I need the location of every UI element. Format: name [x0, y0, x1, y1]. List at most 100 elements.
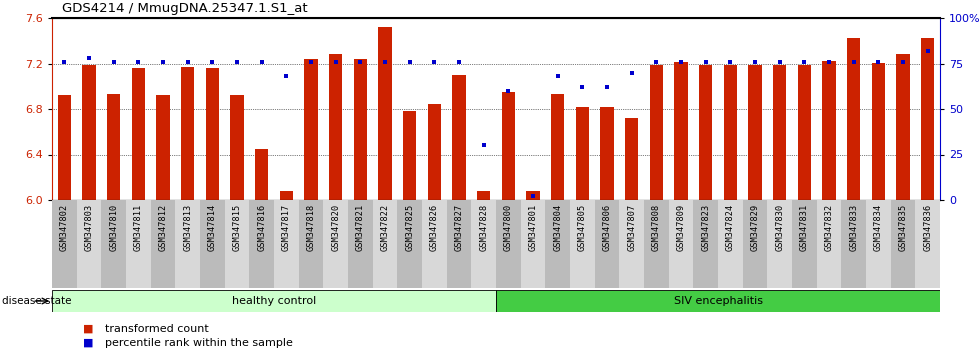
- Bar: [502, 92, 515, 200]
- Bar: [668, 200, 693, 288]
- Point: [920, 48, 936, 53]
- Text: GSM347816: GSM347816: [257, 204, 267, 251]
- Text: GSM347807: GSM347807: [627, 204, 636, 251]
- Bar: [650, 65, 663, 200]
- Bar: [378, 27, 392, 200]
- Bar: [304, 59, 318, 200]
- Bar: [101, 200, 126, 288]
- Text: GSM347800: GSM347800: [504, 204, 513, 251]
- Text: GSM347803: GSM347803: [84, 204, 93, 251]
- Bar: [354, 59, 368, 200]
- Point: [624, 70, 640, 75]
- Point: [377, 59, 393, 64]
- Point: [797, 59, 812, 64]
- Text: GSM347832: GSM347832: [824, 204, 834, 251]
- Bar: [348, 200, 372, 288]
- Text: GSM347808: GSM347808: [652, 204, 661, 251]
- Point: [451, 59, 466, 64]
- Bar: [471, 200, 496, 288]
- Bar: [372, 200, 397, 288]
- Point: [278, 73, 294, 79]
- Bar: [891, 200, 915, 288]
- Text: disease state: disease state: [2, 296, 72, 306]
- Bar: [200, 200, 224, 288]
- Text: GSM347831: GSM347831: [800, 204, 808, 251]
- Text: GSM347822: GSM347822: [380, 204, 389, 251]
- Bar: [773, 65, 787, 200]
- Bar: [699, 65, 712, 200]
- Point: [254, 59, 270, 64]
- Bar: [595, 200, 619, 288]
- Bar: [915, 200, 940, 288]
- Text: GSM347821: GSM347821: [356, 204, 365, 251]
- Bar: [520, 200, 545, 288]
- Bar: [175, 200, 200, 288]
- Bar: [82, 65, 96, 200]
- Text: GSM347825: GSM347825: [405, 204, 415, 251]
- Point: [698, 59, 713, 64]
- Point: [130, 59, 146, 64]
- Text: GSM347828: GSM347828: [479, 204, 488, 251]
- Bar: [816, 200, 842, 288]
- Text: SIV encephalitis: SIV encephalitis: [673, 296, 762, 306]
- Text: GSM347809: GSM347809: [676, 204, 685, 251]
- Bar: [274, 200, 299, 288]
- Text: GSM347826: GSM347826: [430, 204, 439, 251]
- Point: [747, 59, 762, 64]
- Text: GSM347804: GSM347804: [553, 204, 563, 251]
- Point: [673, 59, 689, 64]
- Bar: [842, 200, 866, 288]
- Bar: [323, 200, 348, 288]
- Point: [476, 143, 492, 148]
- Text: GSM347834: GSM347834: [874, 204, 883, 251]
- Text: GSM347817: GSM347817: [282, 204, 291, 251]
- Point: [205, 59, 220, 64]
- Text: GSM347806: GSM347806: [603, 204, 612, 251]
- Text: GSM347830: GSM347830: [775, 204, 784, 251]
- Bar: [570, 200, 595, 288]
- Text: GSM347823: GSM347823: [701, 204, 710, 251]
- Point: [81, 55, 97, 61]
- Bar: [748, 65, 761, 200]
- Bar: [230, 95, 244, 200]
- Text: GSM347827: GSM347827: [455, 204, 464, 251]
- Point: [649, 59, 664, 64]
- Text: GSM347836: GSM347836: [923, 204, 932, 251]
- Bar: [644, 200, 668, 288]
- Text: percentile rank within the sample: percentile rank within the sample: [105, 338, 293, 348]
- Text: GSM347820: GSM347820: [331, 204, 340, 251]
- Text: GSM347812: GSM347812: [159, 204, 168, 251]
- Bar: [674, 62, 688, 200]
- Bar: [792, 200, 816, 288]
- Bar: [156, 95, 170, 200]
- Text: GSM347810: GSM347810: [109, 204, 119, 251]
- Point: [303, 59, 318, 64]
- Bar: [126, 200, 151, 288]
- Text: GSM347824: GSM347824: [726, 204, 735, 251]
- Bar: [619, 200, 644, 288]
- Text: GSM347818: GSM347818: [307, 204, 316, 251]
- Bar: [181, 67, 194, 200]
- Bar: [743, 200, 767, 288]
- Text: GSM347811: GSM347811: [134, 204, 143, 251]
- Text: GSM347813: GSM347813: [183, 204, 192, 251]
- Text: GSM347801: GSM347801: [528, 204, 537, 251]
- Bar: [600, 107, 613, 200]
- Point: [501, 88, 516, 93]
- Bar: [625, 118, 638, 200]
- Point: [870, 59, 886, 64]
- Point: [106, 59, 122, 64]
- Bar: [224, 200, 249, 288]
- Text: GSM347805: GSM347805: [578, 204, 587, 251]
- Bar: [545, 200, 570, 288]
- Point: [155, 59, 171, 64]
- Point: [353, 59, 368, 64]
- Point: [821, 59, 837, 64]
- Bar: [52, 290, 496, 312]
- Point: [179, 59, 195, 64]
- Point: [328, 59, 344, 64]
- Bar: [131, 68, 145, 200]
- Bar: [329, 55, 342, 200]
- Bar: [403, 111, 416, 200]
- Point: [525, 194, 541, 199]
